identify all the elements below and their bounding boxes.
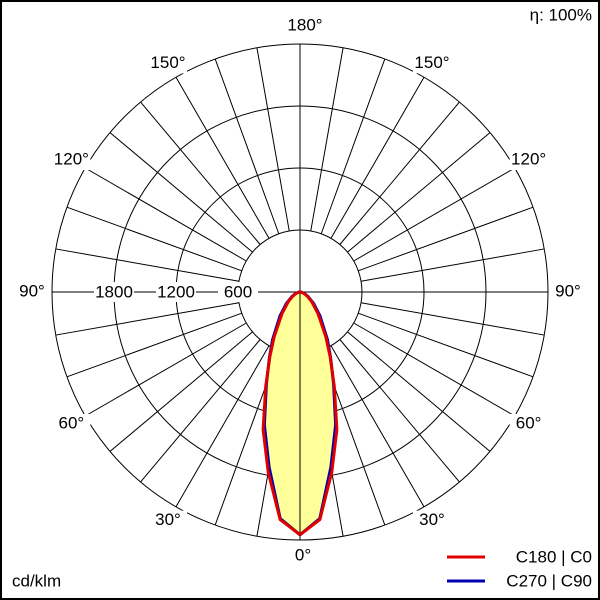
curve [261,290,301,536]
angle-label: 60° [59,413,85,432]
label-bg [52,414,91,434]
spoke [347,331,491,452]
annotation: η: 100% [530,5,592,24]
spoke [339,101,460,245]
angle-label: 0° [295,545,311,564]
spoke [339,339,460,483]
angle-label: 120° [54,149,89,168]
spoke [84,167,247,262]
spoke [310,47,344,232]
angle-label: 30° [155,510,181,529]
spoke [353,167,516,262]
label-bg [156,282,196,302]
spoke [140,101,261,245]
spoke [109,132,253,253]
spoke [55,302,240,336]
spoke [347,132,491,253]
spoke [109,331,253,452]
label-bg [149,53,187,74]
label-bg [149,510,187,531]
spoke [55,248,240,282]
spoke [140,339,261,483]
unit-label: cd/klm [12,571,61,590]
spoke [66,206,242,272]
spoke [320,58,386,234]
legend-label: C270 | C90 [506,571,592,590]
label-bg [509,150,548,170]
fill-area [264,292,300,535]
angle-label: 150° [150,53,185,72]
spoke [175,76,270,239]
r-tick-label: 1200 [157,282,195,301]
spoke [358,206,534,272]
angle-label: 90° [555,281,581,300]
angle-label: 150° [414,53,449,72]
spoke [256,47,290,232]
label-bg [509,414,548,434]
spoke [353,322,516,417]
angle-label: 180° [287,15,322,34]
r-tick-label: 1800 [95,282,133,301]
curve [299,290,339,536]
spoke [330,345,425,508]
spoke [330,76,425,239]
label-bg [13,282,51,302]
spoke [360,302,545,336]
label-bg [284,546,322,566]
spoke [66,312,242,378]
label-bg [94,282,134,302]
spoke [214,58,280,234]
angle-label: 60° [516,413,542,432]
legend-label: C180 | C0 [516,547,592,566]
spoke [84,322,247,417]
angle-label: 90° [19,281,45,300]
label-bg [413,510,451,531]
spoke [175,345,270,508]
label-bg [52,150,91,170]
angle-label: 30° [419,510,445,529]
angle-label: 120° [511,149,546,168]
r-tick-label: 600 [224,282,252,301]
spoke [358,312,534,378]
fill-area [300,292,336,535]
label-bg [413,53,451,74]
label-bg [286,16,324,36]
spoke [360,248,545,282]
label-bg [549,282,587,302]
label-bg [218,282,258,302]
